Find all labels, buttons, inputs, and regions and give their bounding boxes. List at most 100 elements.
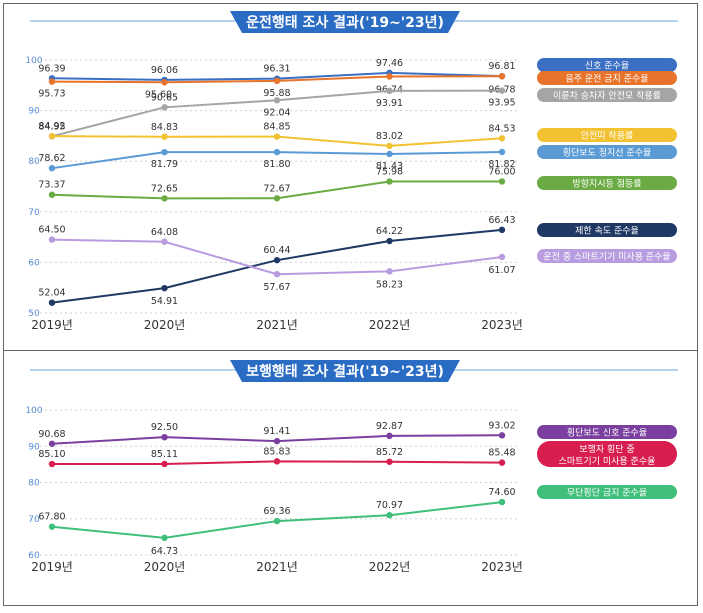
data-label: 85.11 [151, 449, 178, 460]
data-label: 84.83 [151, 122, 178, 133]
x-tick-label: 2019년 [31, 318, 73, 332]
x-tick-label: 2019년 [31, 560, 73, 574]
data-point [386, 512, 393, 519]
legend-label: 무단횡단 금지 준수율 [567, 487, 647, 499]
data-label: 78.62 [38, 153, 65, 164]
data-point [48, 236, 56, 243]
data-label: 85.10 [38, 449, 65, 460]
legend-label: 스마트기기 미사용 준수율 [559, 456, 656, 467]
data-label: 92.04 [263, 107, 290, 118]
data-label: 72.67 [263, 183, 290, 194]
legend-label: 횡단보도 정지선 준수율 [563, 147, 652, 159]
data-point [386, 87, 393, 95]
data-label: 84.95 [38, 121, 65, 132]
data-label: 84.53 [488, 123, 515, 134]
data-label: 81.82 [488, 159, 515, 170]
data-point [498, 459, 506, 466]
section-divider [3, 350, 698, 351]
data-label: 95.60 [145, 89, 172, 100]
legend-label: 방향지시등 점등률 [572, 178, 641, 190]
x-tick-label: 2022년 [369, 560, 411, 574]
y-tick-label: 70 [28, 208, 40, 218]
data-label: 66.43 [488, 215, 515, 226]
legend-label: 음주 운전 금지 준수율 [565, 74, 648, 85]
legend-swatch [537, 223, 677, 237]
data-label: 64.73 [151, 546, 178, 557]
legend-label: 안전띠 착용률 [581, 131, 634, 142]
data-label: 92.87 [376, 421, 403, 432]
y-tick-label: 90 [28, 442, 40, 452]
data-label: 75.98 [376, 167, 403, 178]
data-point [498, 226, 506, 234]
data-point [273, 437, 281, 445]
y-tick-label: 60 [28, 258, 40, 268]
data-label: 85.83 [263, 446, 290, 457]
data-label: 64.50 [38, 225, 65, 236]
data-point [161, 284, 168, 292]
data-label: 57.67 [263, 282, 290, 293]
data-point [161, 534, 168, 542]
data-point [386, 178, 393, 185]
data-label: 85.48 [488, 448, 515, 459]
data-point [386, 268, 393, 275]
data-point [498, 148, 506, 156]
data-point [273, 458, 281, 465]
data-point [273, 195, 281, 202]
chart-frame [3, 3, 698, 606]
x-tick-label: 2020년 [144, 318, 186, 332]
data-point [161, 79, 168, 86]
data-label: 81.80 [263, 159, 290, 170]
data-point [498, 432, 506, 439]
x-tick-label: 2022년 [369, 318, 411, 332]
data-label: 90.68 [38, 429, 65, 440]
legend-swatch [537, 176, 677, 190]
data-point [161, 148, 168, 156]
data-label: 64.22 [376, 226, 403, 237]
data-label: 64.08 [151, 227, 178, 238]
legend-label: 신호 준수율 [585, 61, 629, 72]
legend-swatch [537, 128, 677, 142]
legend-label: 제한 속도 준수율 [575, 226, 639, 237]
data-point [273, 77, 281, 85]
data-point [273, 256, 281, 264]
x-tick-label: 2021년 [256, 318, 298, 332]
legend-label: 운전 중 스마트기기 미사용 준수율 [543, 252, 670, 263]
legend-swatch [537, 441, 677, 467]
data-label: 96.31 [263, 64, 290, 75]
data-point [386, 432, 393, 440]
data-label: 93.95 [488, 98, 515, 109]
title-banner [230, 360, 460, 382]
x-tick-label: 2023년 [481, 318, 523, 332]
data-point [48, 164, 56, 172]
y-tick-label: 100 [25, 406, 42, 416]
data-point [161, 104, 168, 111]
data-label: 70.97 [376, 500, 403, 511]
data-point [161, 195, 168, 202]
data-point [386, 73, 393, 80]
data-label: 93.91 [376, 98, 403, 109]
data-point [386, 142, 393, 150]
x-tick-label: 2023년 [481, 560, 523, 574]
data-label: 91.41 [263, 426, 290, 437]
data-point [273, 133, 281, 140]
legend-swatch [537, 485, 677, 499]
data-point [161, 238, 168, 245]
data-point [498, 253, 506, 261]
data-point [273, 148, 281, 156]
legend-swatch [537, 58, 677, 72]
data-label: 96.39 [38, 63, 65, 74]
data-point [48, 523, 56, 530]
legend-swatch [537, 249, 677, 263]
data-point [498, 135, 506, 142]
y-tick-label: 60 [28, 551, 40, 561]
legend-swatch [537, 145, 677, 159]
data-label: 97.46 [376, 58, 403, 69]
legend-label: 보행자 횡단 중 [579, 443, 634, 455]
y-tick-label: 100 [25, 56, 42, 66]
data-point [386, 458, 393, 465]
data-label: 90.65 [151, 92, 178, 103]
y-tick-label: 80 [28, 479, 40, 489]
data-label: 96.81 [488, 61, 515, 72]
data-label: 84.85 [263, 122, 290, 133]
